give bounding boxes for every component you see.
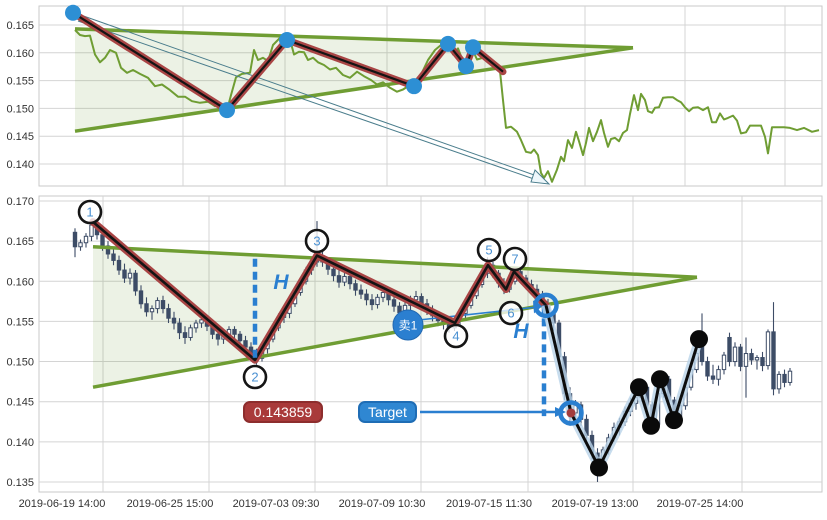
main-panel-y-tick: 0.135 [6,477,34,489]
wave-circle-7 [502,246,528,272]
pivot-dot [279,32,295,49]
h-measure-dashed-lines [252,258,547,417]
overview-panel-grid [38,5,823,187]
overview-panel-y-tick: 0.165 [6,20,34,32]
x-axis-tick: 2019-07-15 11:30 [446,498,532,510]
main-panel-grid [38,195,823,493]
main-panel-y-tick: 0.140 [6,437,34,449]
x-axis-tick: 2019-06-19 14:00 [19,498,106,510]
h-measure-label-2: H [513,320,529,343]
main-panel: 0.170 0.165 0.160 0.155 0.150 0.145 0.140 0.135… [6,195,823,510]
wave-circle-5 [476,237,502,263]
post-breakout-path [541,304,708,477]
swing-dot [651,370,669,389]
lower-trendline [74,46,634,133]
wave-circle-4 [443,323,469,349]
upper-trendline [92,245,698,280]
wave-circle-1 [77,199,103,225]
x-axis-tick: 2019-07-09 10:30 [339,498,426,510]
overview-panel-y-tick: 0.150 [6,103,34,115]
main-panel-y-tick: 0.160 [6,276,34,288]
x-axis-tick: 2019-07-19 13:00 [552,498,639,510]
arrow-head-icon [555,407,566,417]
wave-number-2: 2 [251,370,258,385]
wave-number-circles: 1 2 3 4 5 6 7 [77,199,528,390]
pivot-dot [65,4,81,21]
swing-dot [690,330,708,349]
swing-dot [590,458,608,477]
overview-panel-y-tick: 0.140 [6,159,34,171]
wave-circle-6 [498,300,524,326]
main-panel-y-tick: 0.170 [6,196,34,208]
overview-panel-y-tick: 0.155 [6,76,34,88]
wave-number-7: 7 [511,252,518,267]
swing-dot [642,416,660,435]
wave-circle-2 [242,364,268,390]
wave-circle-3 [304,228,330,254]
overview-panel: 0.165 0.160 0.155 0.150 0.145 0.140 [6,4,823,187]
sell-signal-badge[interactable]: 卖1 [392,309,424,341]
wave-zigzag [89,218,550,364]
wave-number-6: 6 [507,306,514,321]
swing-dot [630,378,648,397]
swing-dot [665,411,683,430]
pivot-dot [219,102,235,119]
x-axis-tick: 2019-07-03 09:30 [233,498,320,510]
overview-panel-y-tick: 0.145 [6,131,34,143]
wave-number-5: 5 [485,243,492,258]
pivot-dot [440,35,456,52]
target-arrow [420,407,566,417]
wave-number-4: 4 [452,329,459,344]
breakdown-projection-arrow [74,12,551,185]
upper-trendline [74,27,634,50]
main-panel-y-tick: 0.150 [6,357,34,369]
target-price-label: 0.143859 [243,401,323,423]
target-ring-core [566,408,576,418]
target-badge[interactable]: Target [358,401,417,423]
wave-number-3: 3 [313,234,320,249]
pivot-dot [406,78,422,95]
arrow-head-icon [530,169,551,185]
main-panel-y-tick: 0.165 [6,236,34,248]
breakout-ring-icon [533,292,559,319]
main-panel-y-tick: 0.145 [6,397,34,409]
h-measure-label-1: H [273,271,289,294]
pivot-dot [458,58,474,75]
overview-panel-y-tick: 0.160 [6,48,34,60]
overview-pivot-dots [65,4,481,119]
main-panel-y-tick: 0.155 [6,316,34,328]
x-axis-tick: 2019-07-25 14:00 [657,498,744,510]
x-axis-tick: 2019-06-25 15:00 [127,498,214,510]
wave-number-1: 1 [86,205,93,220]
pivot-dot [465,39,481,56]
